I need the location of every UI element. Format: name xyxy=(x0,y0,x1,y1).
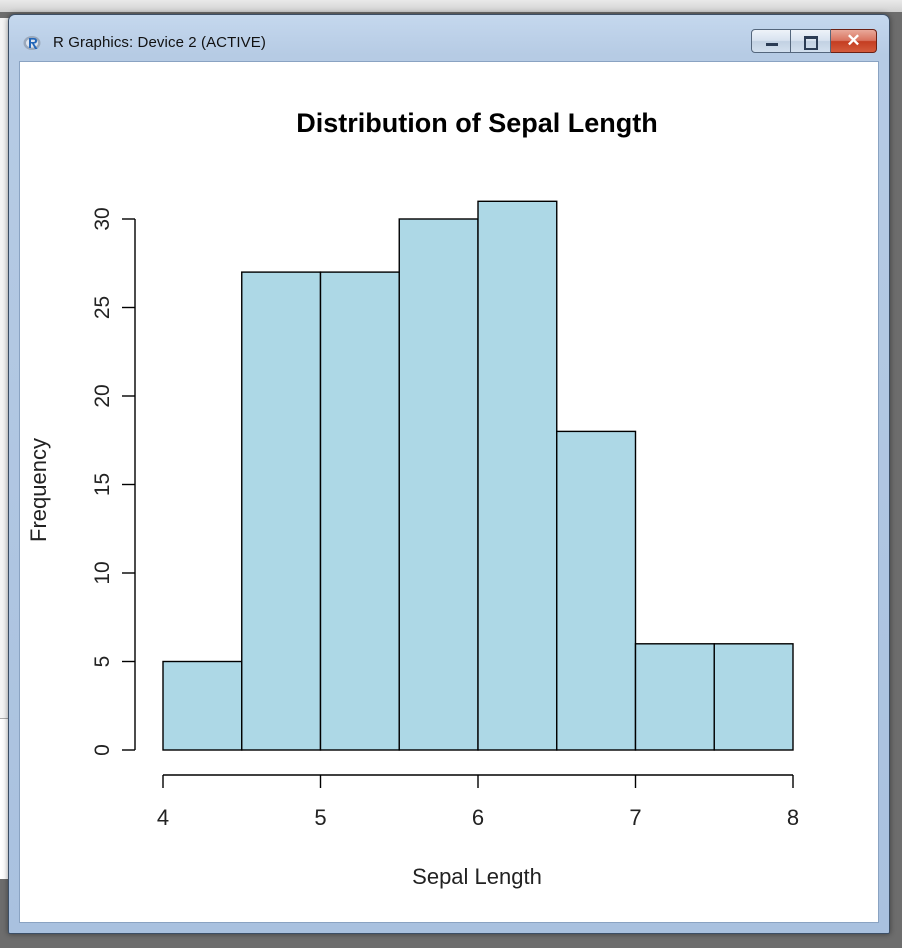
histogram-bar xyxy=(477,200,558,751)
r-logo-icon xyxy=(23,36,41,50)
x-tick-label: 5 xyxy=(314,805,326,830)
y-tick-label: 10 xyxy=(91,561,114,584)
histogram-bar xyxy=(634,643,715,751)
x-tick-label: 6 xyxy=(472,805,484,830)
histogram-bar xyxy=(162,660,243,751)
y-axis-label: Frequency xyxy=(26,438,51,542)
r-graphics-window: R Graphics: Device 2 (ACTIVE) ✕ Distribu… xyxy=(8,14,890,934)
y-tick-label: 5 xyxy=(91,656,114,668)
histogram-bar xyxy=(713,643,794,751)
y-tick-label: 25 xyxy=(91,296,114,319)
y-tick-label: 30 xyxy=(91,207,114,230)
y-tick-label: 15 xyxy=(91,473,114,496)
minimize-button[interactable] xyxy=(751,29,791,53)
y-tick-label: 0 xyxy=(91,744,114,756)
window-title: R Graphics: Device 2 (ACTIVE) xyxy=(53,34,266,51)
x-tick-label: 7 xyxy=(629,805,641,830)
histogram-bar xyxy=(398,218,479,751)
close-button[interactable]: ✕ xyxy=(831,29,877,53)
x-tick-label: 4 xyxy=(157,805,169,830)
histogram-bar xyxy=(241,271,322,751)
histogram-bar xyxy=(319,271,400,751)
minimize-icon xyxy=(766,43,778,46)
maximize-button[interactable] xyxy=(791,29,831,53)
histogram-chart: Distribution of Sepal Length 0 5 10 15 20 25 3… xyxy=(26,108,799,889)
title-bar[interactable]: R Graphics: Device 2 (ACTIVE) ✕ xyxy=(9,15,889,59)
plot-area: Distribution of Sepal Length 0 5 10 15 20 25 3… xyxy=(19,61,879,923)
y-tick-label: 20 xyxy=(91,384,114,407)
maximize-icon xyxy=(804,36,818,50)
x-tick-label: 8 xyxy=(787,805,799,830)
caption-buttons: ✕ xyxy=(751,29,877,55)
desktop-background xyxy=(0,0,902,12)
histogram-bar xyxy=(556,430,637,751)
x-axis-label: Sepal Length xyxy=(412,864,542,889)
close-icon: ✕ xyxy=(846,31,861,50)
chart-title: Distribution of Sepal Length xyxy=(296,108,657,138)
